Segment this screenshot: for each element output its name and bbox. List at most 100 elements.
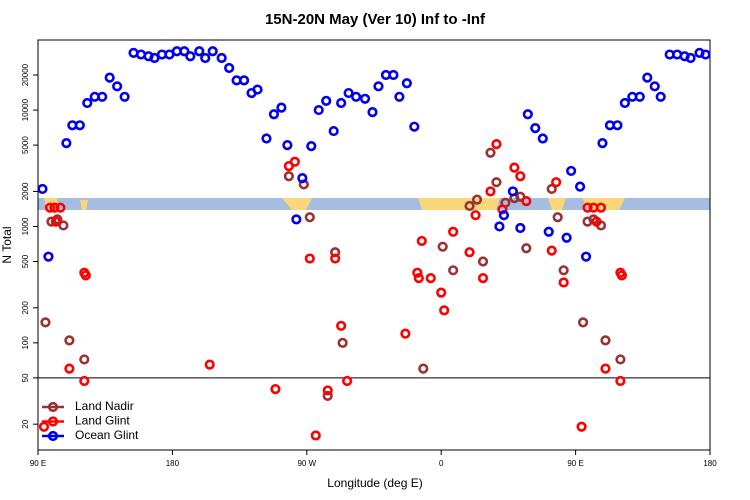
point (494, 221, 505, 232)
y-tick-label: 10000 (21, 98, 30, 121)
y-tick-label: 50 (21, 373, 30, 382)
point (304, 212, 315, 223)
point (612, 120, 623, 131)
point (515, 171, 526, 182)
point (388, 69, 399, 81)
point (558, 277, 569, 288)
plot-frame (37, 39, 711, 451)
point (38, 421, 50, 432)
point (448, 265, 459, 276)
point (655, 91, 666, 102)
point (591, 216, 602, 227)
point (551, 177, 562, 188)
x-tick-label: 90 E (30, 459, 46, 468)
point (412, 267, 423, 278)
point (509, 162, 520, 173)
point (546, 245, 557, 256)
point (616, 270, 627, 281)
ocean-band (38, 198, 710, 210)
point (179, 46, 190, 57)
point (471, 194, 483, 205)
point (400, 328, 411, 339)
point (464, 247, 475, 258)
point (394, 91, 405, 102)
point (350, 91, 362, 102)
point (522, 109, 533, 120)
point (79, 375, 90, 387)
point (238, 75, 250, 86)
point (40, 317, 51, 328)
point (580, 251, 592, 262)
point (322, 385, 333, 396)
point (600, 335, 611, 346)
point (207, 46, 218, 57)
point (470, 210, 481, 221)
point (289, 156, 300, 167)
point (185, 51, 196, 62)
y-tick-label: 20000 (21, 63, 30, 86)
point (649, 81, 660, 92)
y-tick-label: 200 (21, 301, 30, 315)
point (50, 216, 62, 227)
point (642, 72, 653, 83)
point (97, 91, 108, 102)
point (595, 202, 607, 213)
point (283, 171, 294, 182)
point (477, 256, 489, 267)
point (485, 186, 496, 197)
point (498, 210, 510, 221)
point (401, 78, 412, 89)
point (194, 46, 205, 57)
y-tick-label: 500 (21, 254, 30, 268)
point (515, 222, 526, 234)
legend-marker (47, 430, 59, 442)
point (597, 138, 608, 149)
point (336, 320, 347, 331)
point (82, 97, 93, 109)
point (261, 133, 272, 144)
point (574, 181, 586, 192)
point (497, 204, 508, 215)
point (58, 220, 69, 231)
point (530, 122, 541, 134)
point (330, 253, 341, 264)
point (619, 97, 630, 109)
x-tick-label: 180 (703, 459, 717, 468)
point (55, 202, 66, 213)
point (576, 421, 587, 432)
point (464, 200, 475, 212)
x-tick-label: 90 E (567, 459, 583, 468)
point (216, 52, 227, 64)
point (416, 235, 427, 247)
point (577, 317, 589, 328)
point (276, 102, 287, 113)
point (343, 87, 354, 99)
point (44, 202, 56, 213)
point (37, 183, 48, 195)
point (61, 138, 72, 149)
point (79, 354, 90, 365)
point (74, 120, 85, 131)
point (367, 107, 378, 118)
y-tick-label: 5000 (21, 136, 30, 154)
point (546, 183, 557, 195)
legend-label: Land Glint (75, 414, 130, 428)
point (322, 390, 333, 401)
chart-title: 15N-20N May (Ver 10) Inf to -Inf (265, 11, 486, 28)
y-axis-label: N Total (0, 226, 14, 263)
point (43, 251, 54, 262)
x-tick-label: 0 (439, 459, 444, 468)
point (337, 337, 348, 348)
point (491, 177, 502, 188)
point (700, 49, 711, 60)
point (485, 147, 496, 158)
point (521, 243, 532, 254)
y-tick-label: 2000 (21, 182, 30, 200)
point (439, 305, 450, 316)
point (543, 226, 554, 237)
point (328, 125, 339, 137)
y-tick-label: 100 (21, 336, 30, 350)
point (566, 165, 577, 177)
